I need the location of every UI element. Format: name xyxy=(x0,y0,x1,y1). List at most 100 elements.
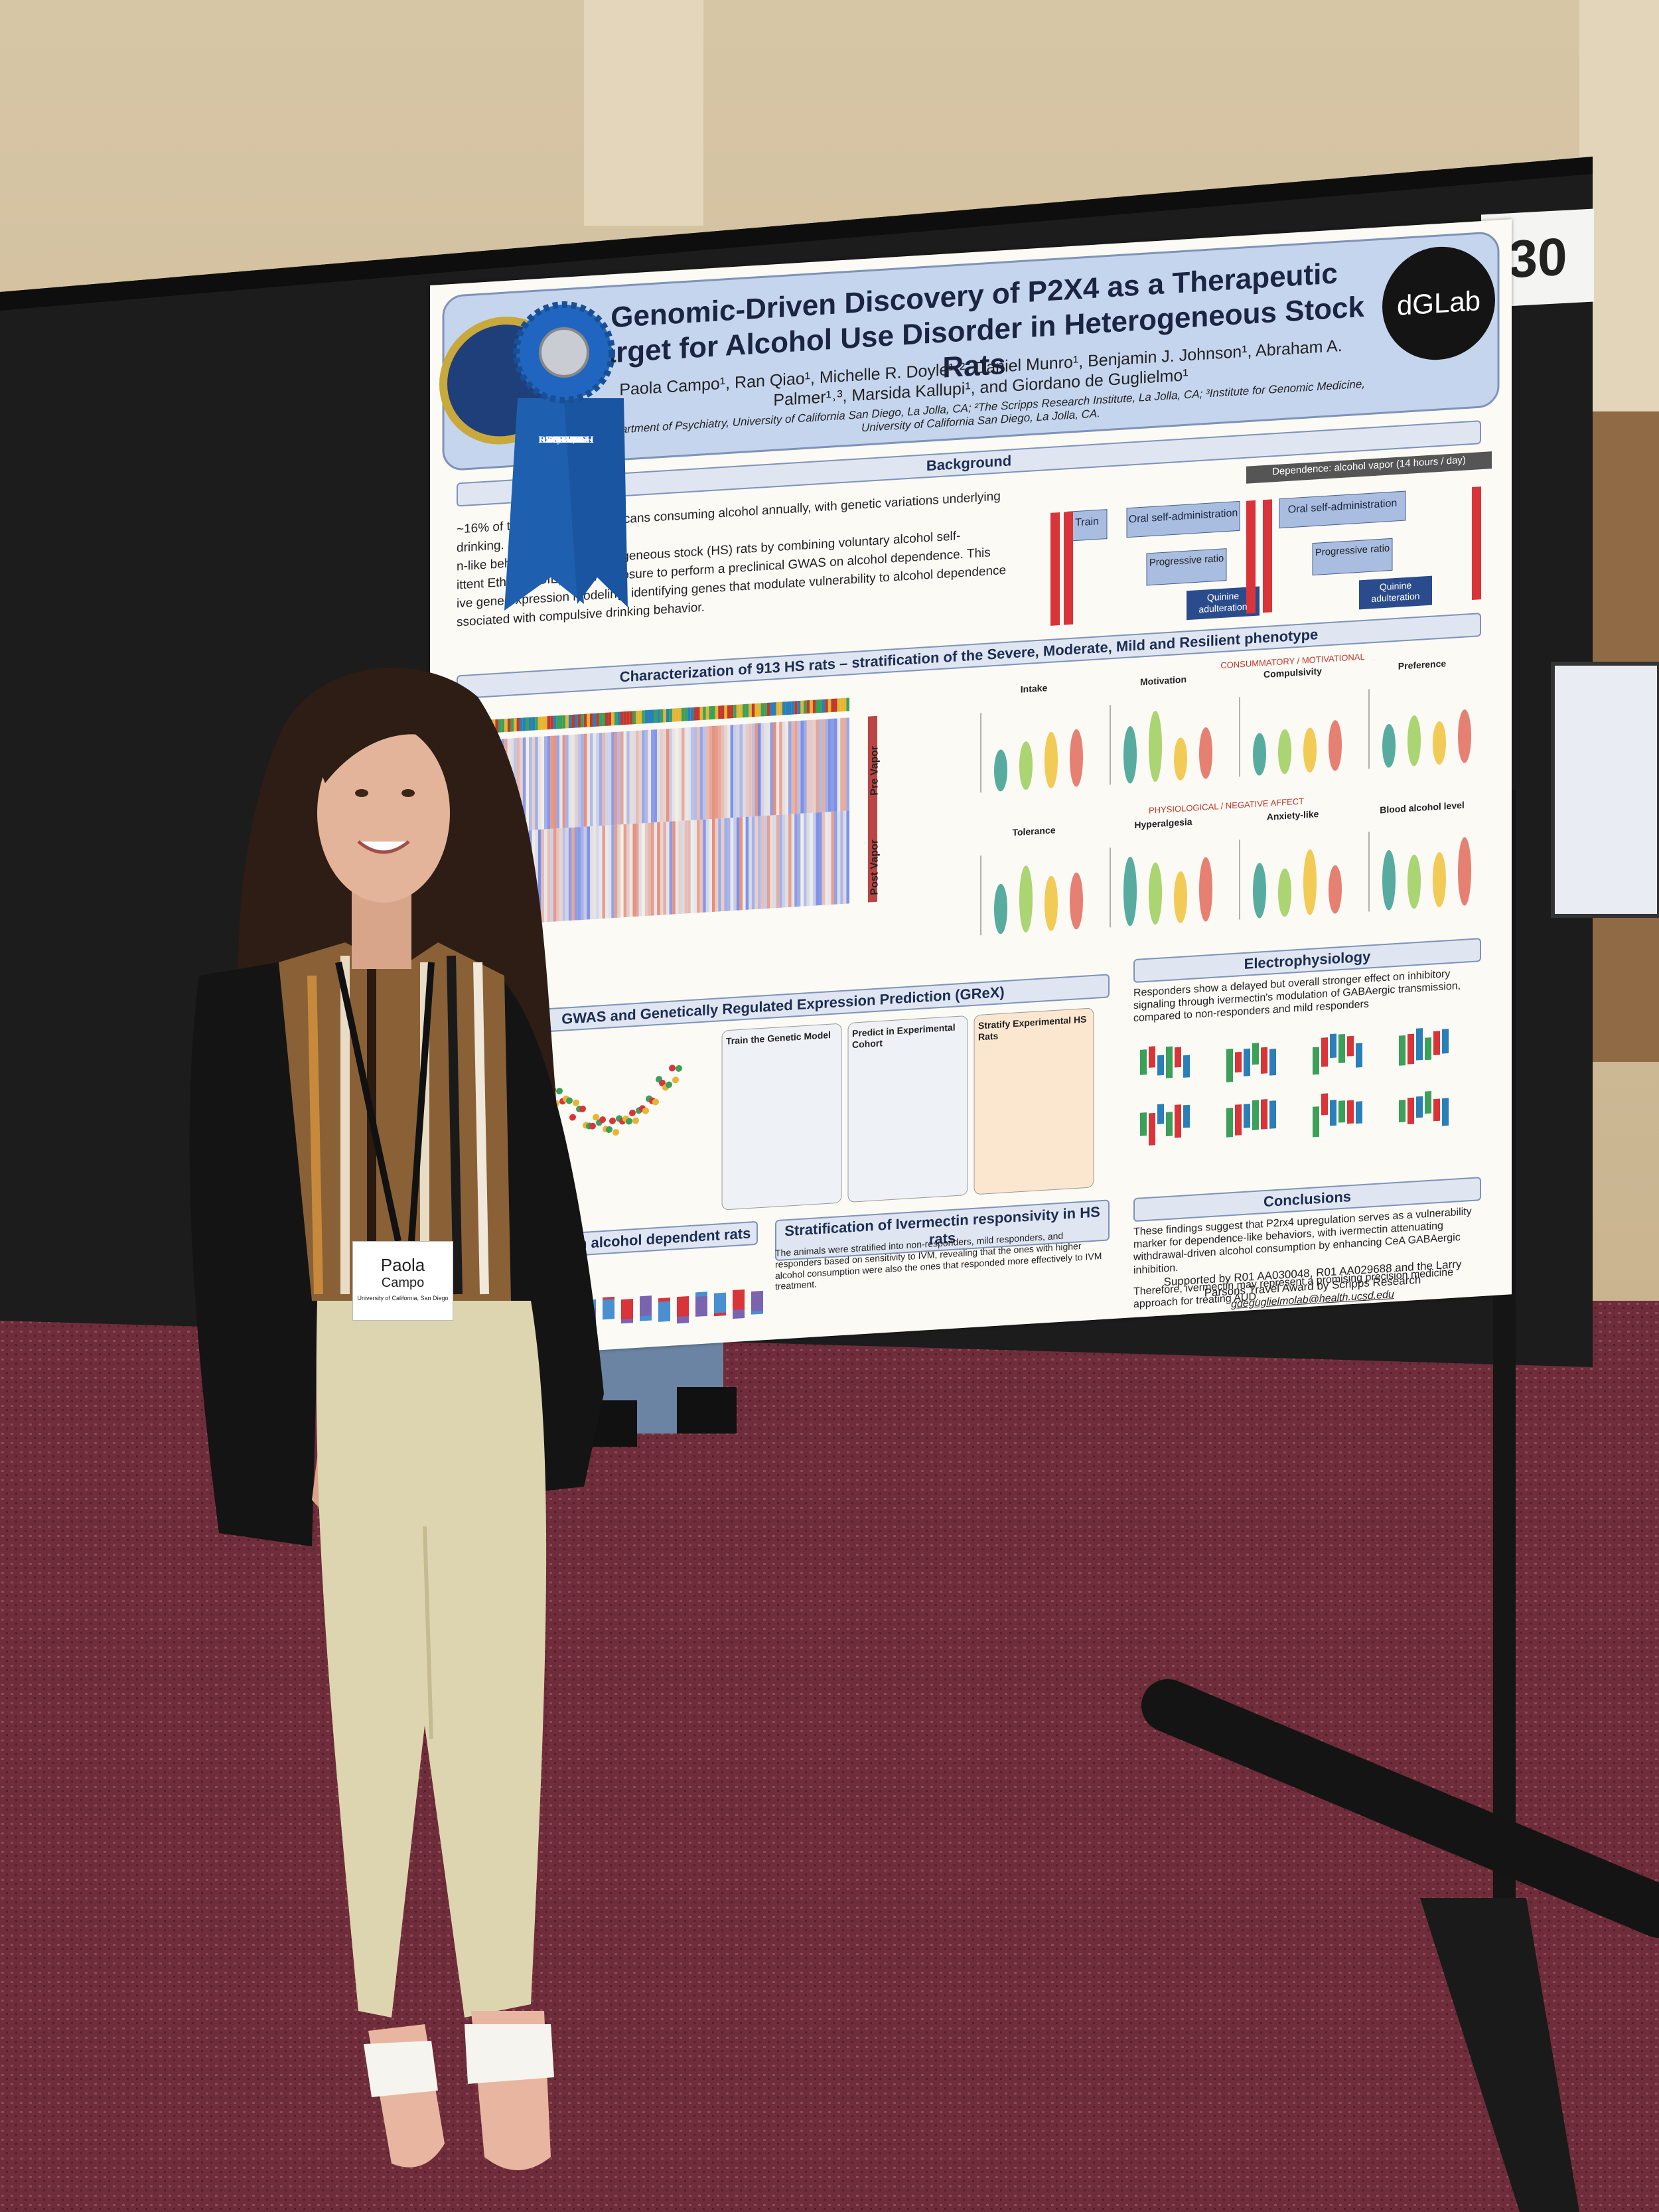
heatmap-annotation xyxy=(599,713,603,727)
heatmap-annotation xyxy=(687,707,691,721)
heatmap-stripe xyxy=(682,820,685,914)
heatmap-stripe xyxy=(544,829,547,922)
heatmap-stripe xyxy=(760,723,764,816)
heatmap-stripe xyxy=(660,729,664,822)
ivm-bar xyxy=(621,1299,633,1320)
heatmap-stripe xyxy=(559,828,563,922)
heatmap-annotation xyxy=(730,705,734,719)
heatmap-annotation xyxy=(764,702,767,717)
heatmap-label: Post Vapor xyxy=(869,839,881,896)
heatmap-annotation xyxy=(788,701,792,715)
wall-panel xyxy=(584,0,703,226)
heatmap-stripe xyxy=(632,824,636,917)
violin xyxy=(1407,715,1421,767)
heatmap-stripe xyxy=(791,814,795,907)
lab-name: dGLab xyxy=(1396,285,1481,321)
ivm-bar xyxy=(510,1314,522,1335)
heatmap-annotation xyxy=(623,711,627,725)
heatmap-stripe xyxy=(791,721,795,814)
heatmap-stripe xyxy=(721,725,725,819)
heatmap-stripe xyxy=(709,819,712,913)
heatmap-stripe xyxy=(687,820,691,914)
heatmap-stripe xyxy=(510,831,514,924)
ephys-bar xyxy=(1269,1049,1276,1076)
heatmap-stripe xyxy=(779,721,782,815)
heatmap-annotation xyxy=(620,711,624,725)
heatmap-stripe xyxy=(599,826,603,919)
heatmap-stripe xyxy=(828,719,831,812)
heatmap-stripe xyxy=(632,731,636,824)
heatmap-stripe xyxy=(755,816,758,910)
background-shoe xyxy=(677,1387,737,1434)
heatmap-stripe xyxy=(822,812,826,905)
heatmap-stripe xyxy=(590,733,593,827)
heatmap-stripe xyxy=(788,814,792,907)
heatmap-annotation xyxy=(663,709,666,723)
heatmap-stripe xyxy=(758,816,761,909)
heatmap-annotation xyxy=(840,698,843,712)
heatmap-annotation xyxy=(522,717,526,731)
heatmap-annotation xyxy=(608,712,612,726)
heatmap-stripe xyxy=(620,731,624,825)
heatmap-annotation xyxy=(526,717,529,731)
heatmap-annotation xyxy=(773,702,776,716)
timeline-box xyxy=(1359,575,1432,610)
ivm-bar xyxy=(658,1301,670,1322)
ephys-bar xyxy=(1252,1043,1259,1065)
heatmap-annotation xyxy=(492,719,496,733)
heatmap-annotation xyxy=(556,715,559,729)
heatmap-stripe xyxy=(739,724,743,818)
heatmap-annotation xyxy=(690,707,694,721)
heatmap-stripe xyxy=(486,739,490,833)
heatmap-stripe xyxy=(840,717,843,812)
heatmap-stripe xyxy=(514,831,517,924)
heatmap-stripe xyxy=(709,726,712,820)
heatmap-annotation xyxy=(758,703,761,717)
heatmap-stripe xyxy=(782,721,786,815)
heatmap-annotation xyxy=(736,704,740,718)
heatmap-annotation xyxy=(632,711,636,725)
heatmap-annotation xyxy=(507,718,511,732)
heatmap-stripe xyxy=(693,727,697,820)
heatmap-annotation xyxy=(812,700,816,713)
heatmap-stripe xyxy=(587,733,590,827)
heatmap-stripe xyxy=(682,727,685,821)
gwas-step xyxy=(721,1023,842,1210)
heatmap-stripe xyxy=(657,729,660,823)
heatmap-stripe xyxy=(556,828,559,922)
heatmap-stripe xyxy=(804,720,807,814)
heatmap-annotation xyxy=(666,708,670,723)
heatmap-stripe xyxy=(764,815,767,909)
heatmap-stripe xyxy=(770,815,774,909)
heatmap-stripe xyxy=(727,725,731,818)
heatmap-annotation xyxy=(672,708,676,722)
heatmap-stripe xyxy=(669,821,673,915)
violin xyxy=(1123,856,1137,926)
heatmap-stripe xyxy=(834,811,837,905)
heatmap-stripe xyxy=(636,823,639,917)
ribbon-line: TRAVEL xyxy=(545,435,587,445)
heatmap-stripe xyxy=(834,718,837,812)
heatmap-annotation xyxy=(749,703,752,717)
heatmap-annotation xyxy=(724,705,727,719)
heatmap-stripe xyxy=(831,811,835,905)
heatmap-stripe xyxy=(644,729,648,824)
heatmap-annotation xyxy=(602,712,605,727)
heatmap-annotation xyxy=(660,709,664,723)
heatmap-stripe xyxy=(642,823,645,917)
heatmap-stripe xyxy=(785,814,789,908)
heatmap-stripe xyxy=(587,826,590,920)
heatmap-stripe xyxy=(697,727,700,820)
manhattan-point xyxy=(632,1117,639,1124)
heatmap-stripe xyxy=(794,814,798,907)
heatmap-annotation xyxy=(718,705,721,719)
ephys-bar xyxy=(1149,1112,1155,1145)
heatmap-annotation xyxy=(709,706,712,720)
heatmap-stripe xyxy=(626,731,630,824)
violin xyxy=(994,749,1007,792)
heatmap-annotation xyxy=(755,703,758,717)
heatmap-stripe xyxy=(593,826,597,919)
heatmap-stripe xyxy=(577,827,581,921)
heatmap-stripe xyxy=(568,827,572,921)
